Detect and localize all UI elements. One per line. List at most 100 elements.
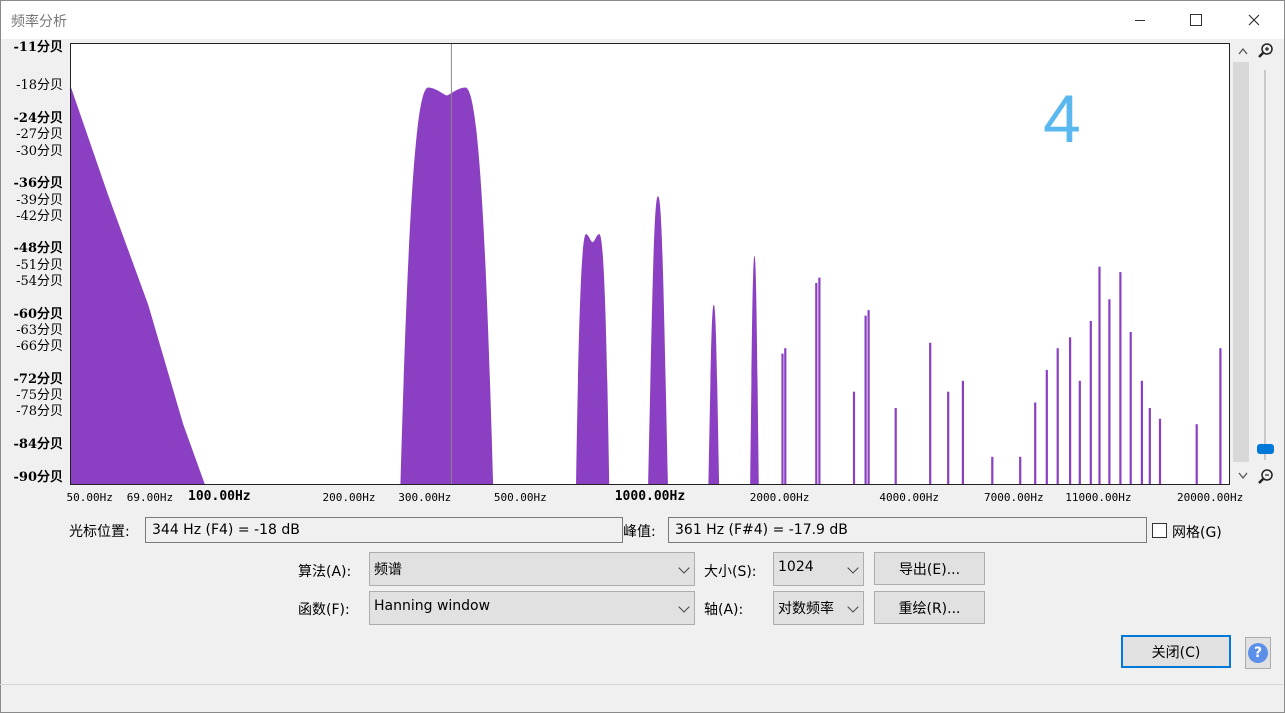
spectrum-line: [1108, 299, 1111, 484]
spectrum-line: [1089, 321, 1092, 484]
axis-value: 对数频率: [778, 601, 834, 617]
y-tick-label: -48分贝: [13, 241, 64, 257]
x-tick-label: 20000.00Hz: [1177, 491, 1244, 504]
export-button[interactable]: 导出(E)...: [874, 552, 985, 585]
spectrum-peak: [648, 196, 668, 484]
minimize-icon: [1135, 19, 1145, 21]
spectrum-line: [929, 342, 932, 484]
spectrum-line: [894, 408, 897, 484]
y-tick-label: -30分贝: [16, 143, 63, 159]
x-tick-label: 300.00Hz: [398, 491, 452, 504]
zoom-out-icon[interactable]: [1257, 468, 1275, 486]
spectrum-line: [1148, 408, 1151, 484]
status-bar-divider: [0, 684, 1283, 685]
help-icon: ?: [1248, 643, 1268, 663]
x-tick-label: 1000.00Hz: [614, 489, 686, 504]
spectrum-line: [1069, 337, 1072, 484]
x-tick-label: 11000.00Hz: [1065, 491, 1132, 504]
x-tick-label: 100.00Hz: [188, 489, 251, 504]
vertical-scrollbar[interactable]: [1233, 62, 1249, 462]
cursor-label: 光标位置:: [69, 524, 130, 540]
maximize-icon: [1190, 14, 1202, 26]
close-window-button[interactable]: [1225, 1, 1283, 39]
spectrum-peak: [708, 304, 720, 484]
spectrum-line: [864, 315, 867, 484]
y-tick-label: -11分贝: [13, 40, 64, 56]
spectrum-low-slope: [71, 87, 205, 484]
spectrum-line: [1129, 331, 1132, 484]
algorithm-label: 算法(A):: [298, 564, 352, 580]
annotation-number: 4: [1043, 81, 1081, 157]
spectrum-line: [815, 283, 818, 484]
y-tick-label: -75分贝: [16, 388, 63, 404]
y-tick-label: -54分贝: [16, 274, 63, 289]
y-tick-label: -27分贝: [16, 127, 63, 143]
zoom-slider-thumb[interactable]: [1257, 444, 1274, 454]
spectrum-line: [1045, 369, 1048, 484]
spectrum-plot[interactable]: 4: [70, 43, 1230, 485]
help-button[interactable]: ?: [1245, 637, 1271, 669]
y-tick-label: -84分贝: [13, 436, 64, 452]
zoom-slider-track: [1264, 70, 1266, 460]
zoom-in-icon[interactable]: [1257, 42, 1275, 60]
y-tick-label: -90分贝: [13, 469, 64, 485]
algorithm-select[interactable]: 频谱: [369, 552, 695, 586]
minimize-button[interactable]: [1111, 1, 1169, 39]
peak-value-field: 361 Hz (F#4) = -17.9 dB: [668, 517, 1147, 543]
y-tick-label: -63分贝: [16, 322, 63, 338]
spectrum-line: [1098, 266, 1101, 484]
spectrum-line: [1019, 456, 1022, 484]
function-label: 函数(F):: [298, 602, 350, 618]
spectrum-svg: [71, 44, 1222, 484]
y-tick-label: -39分贝: [16, 192, 63, 208]
spectrum-line: [947, 391, 950, 484]
size-select[interactable]: 1024: [773, 552, 864, 586]
axis-label: 轴(A):: [704, 602, 744, 618]
x-tick-label: 500.00Hz: [493, 491, 547, 504]
peak-label: 峰值:: [623, 524, 656, 540]
x-tick-label: 200.00Hz: [322, 491, 376, 504]
x-tick-label: 7000.00Hz: [984, 491, 1044, 504]
cursor-value-field: 344 Hz (F4) = -18 dB: [145, 517, 623, 543]
y-tick-label: -18分贝: [16, 78, 63, 94]
y-tick-label: -72分贝: [13, 371, 64, 387]
spectrum-line: [961, 380, 964, 484]
x-tick-label: 50.00Hz: [66, 491, 113, 504]
grid-checkbox[interactable]: [1152, 523, 1167, 538]
replot-button[interactable]: 重绘(R)...: [874, 591, 985, 624]
y-tick-label: -78分贝: [16, 404, 63, 420]
spectrum-line: [852, 391, 856, 484]
x-tick-label: 2000.00Hz: [749, 491, 810, 504]
spectrum-line: [1158, 418, 1162, 484]
function-select[interactable]: Hanning window: [369, 591, 695, 625]
spectrum-line: [991, 456, 994, 484]
spectrum-line: [1034, 402, 1037, 484]
axis-select[interactable]: 对数频率: [773, 591, 864, 625]
grid-label: 网格(G): [1172, 525, 1222, 541]
chevron-down-icon: [678, 601, 690, 613]
maximize-button[interactable]: [1167, 1, 1225, 39]
title-bar: 频率分析: [1, 1, 1284, 39]
spectrum-line: [781, 353, 784, 484]
algorithm-value: 频谱: [374, 562, 402, 578]
spectrum-peak: [576, 234, 610, 484]
y-tick-label: -24分贝: [13, 111, 64, 127]
spectrum-line: [818, 277, 821, 484]
spectrum-line: [1119, 272, 1122, 484]
function-value: Hanning window: [374, 598, 491, 614]
y-tick-label: -51分贝: [16, 257, 63, 273]
x-tick-label: 69.00Hz: [126, 491, 174, 504]
chevron-down-icon: [847, 601, 859, 613]
y-tick-label: -36分贝: [13, 176, 64, 192]
scroll-up-icon[interactable]: [1238, 47, 1248, 55]
spectrum-peak: [750, 255, 759, 484]
spectrum-line: [1140, 380, 1143, 484]
y-tick-label: -42分贝: [16, 208, 63, 224]
close-button[interactable]: 关闭(C): [1121, 635, 1231, 668]
scroll-down-icon[interactable]: [1238, 472, 1248, 480]
spectrum-line: [784, 348, 787, 484]
spectrum-line: [1056, 348, 1059, 484]
size-value: 1024: [778, 559, 814, 575]
y-tick-label: -66分贝: [16, 339, 63, 355]
spectrum-line: [1219, 348, 1222, 484]
